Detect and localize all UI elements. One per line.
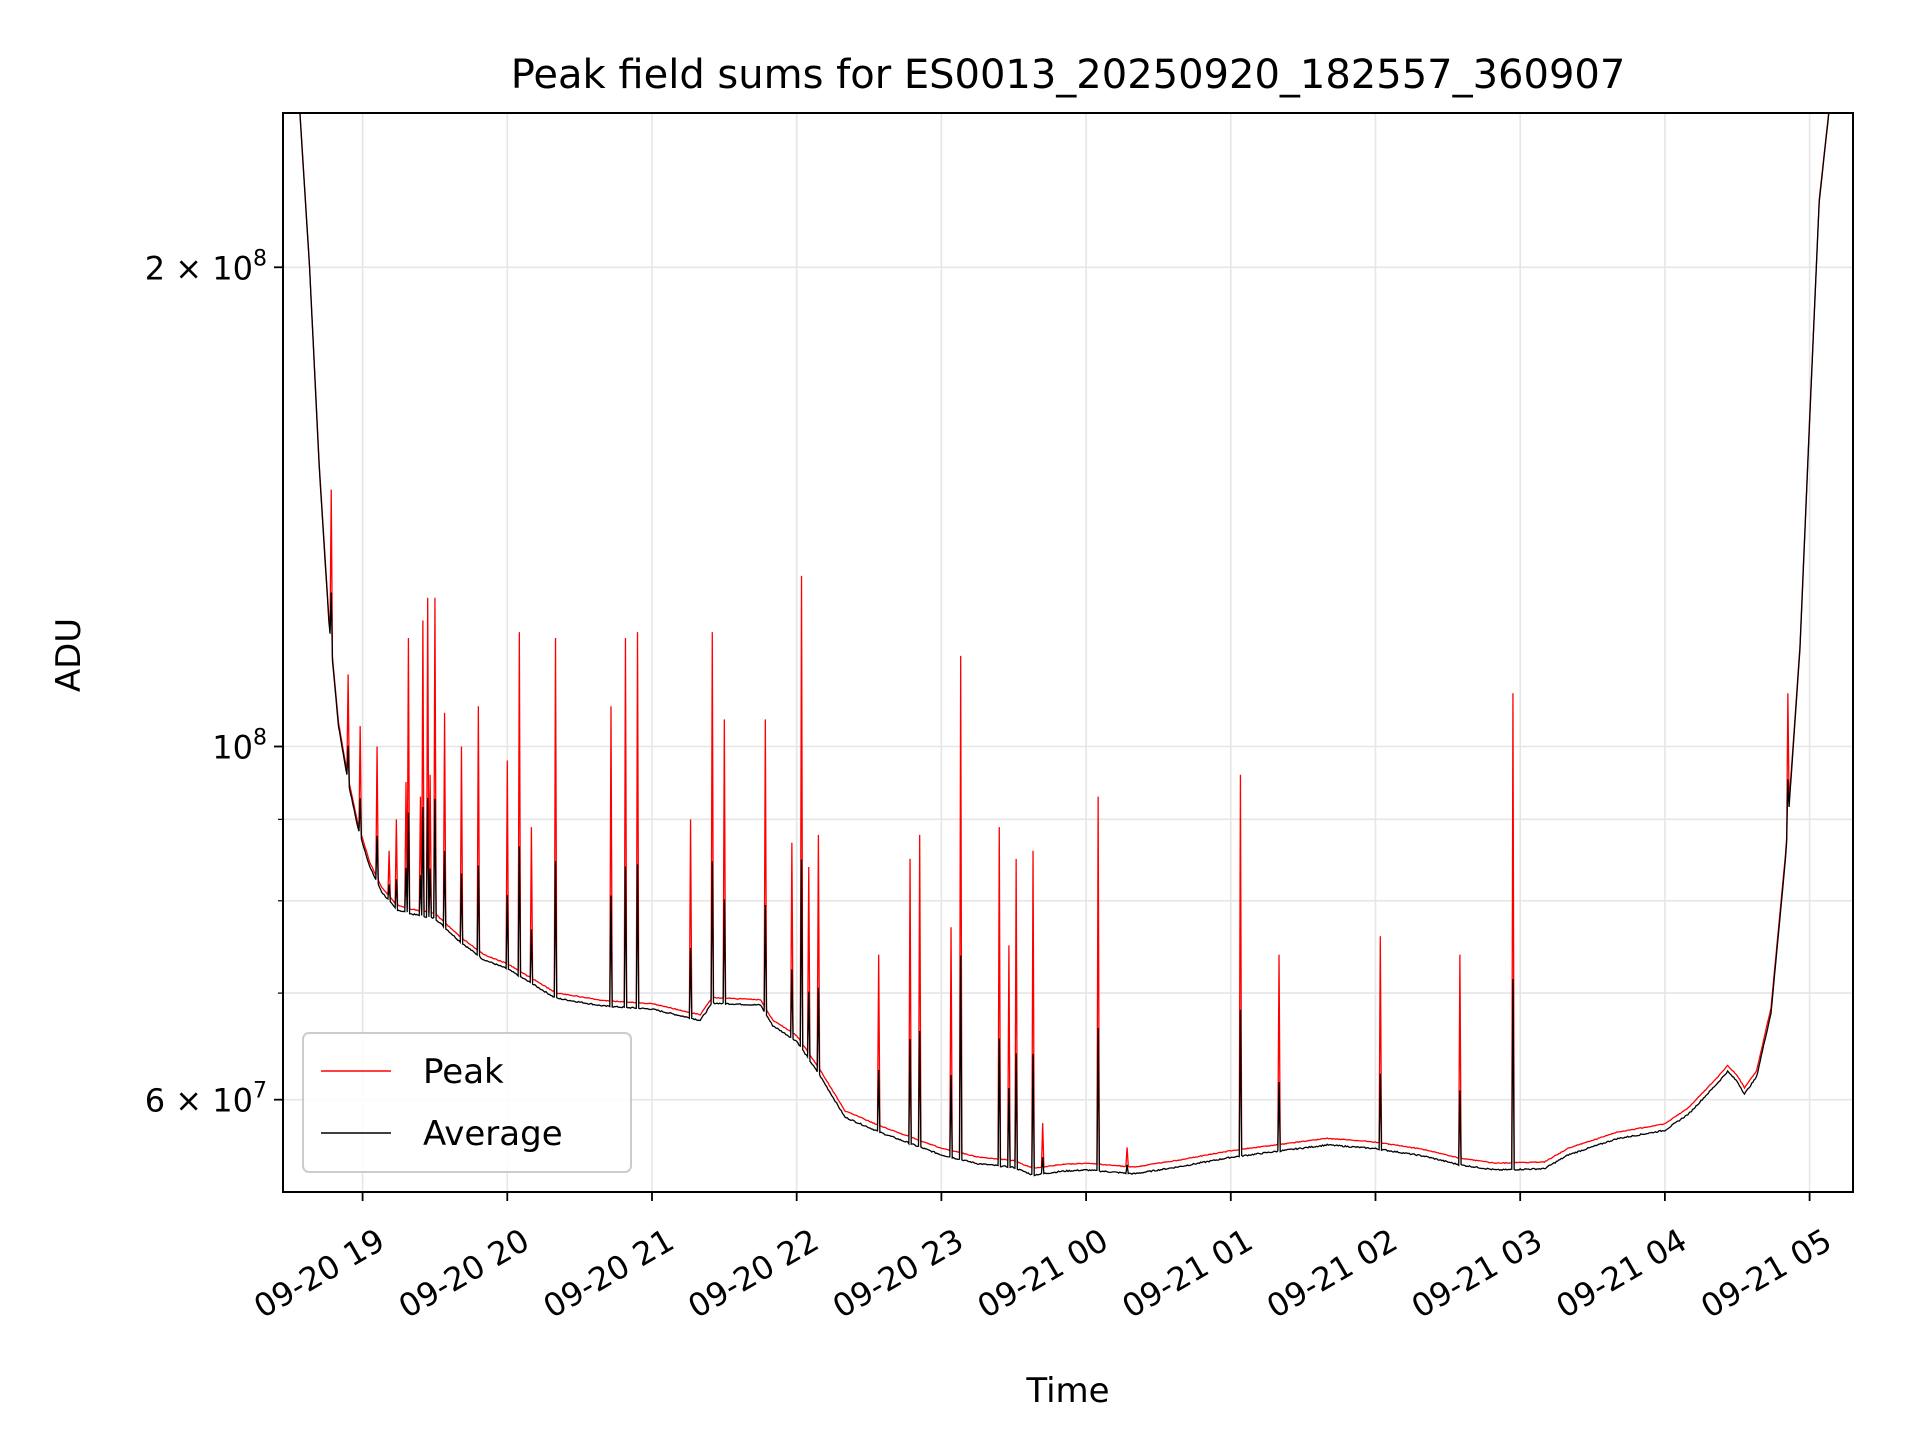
series-line-peak — [299, 113, 1830, 1169]
legend: Peak Average — [302, 1032, 632, 1173]
y-axis-label: ADU — [49, 618, 89, 692]
legend-label-peak: Peak — [423, 1052, 504, 1092]
plot-area — [299, 113, 1830, 1177]
x-axis-label: Time — [1025, 1371, 1109, 1411]
series-line-average — [299, 113, 1830, 1177]
axes-frame — [282, 112, 1854, 1193]
y-tick-label: 108 — [212, 726, 267, 767]
legend-label-average: Average — [423, 1114, 563, 1154]
legend-box — [302, 1032, 632, 1173]
chart-title: Peak field sums for ES0013_20250920_1825… — [511, 52, 1626, 98]
y-tick-label: 6 × 107 — [145, 1079, 267, 1120]
y-tick-label: 2 × 108 — [145, 246, 267, 287]
grid — [283, 113, 1853, 1192]
